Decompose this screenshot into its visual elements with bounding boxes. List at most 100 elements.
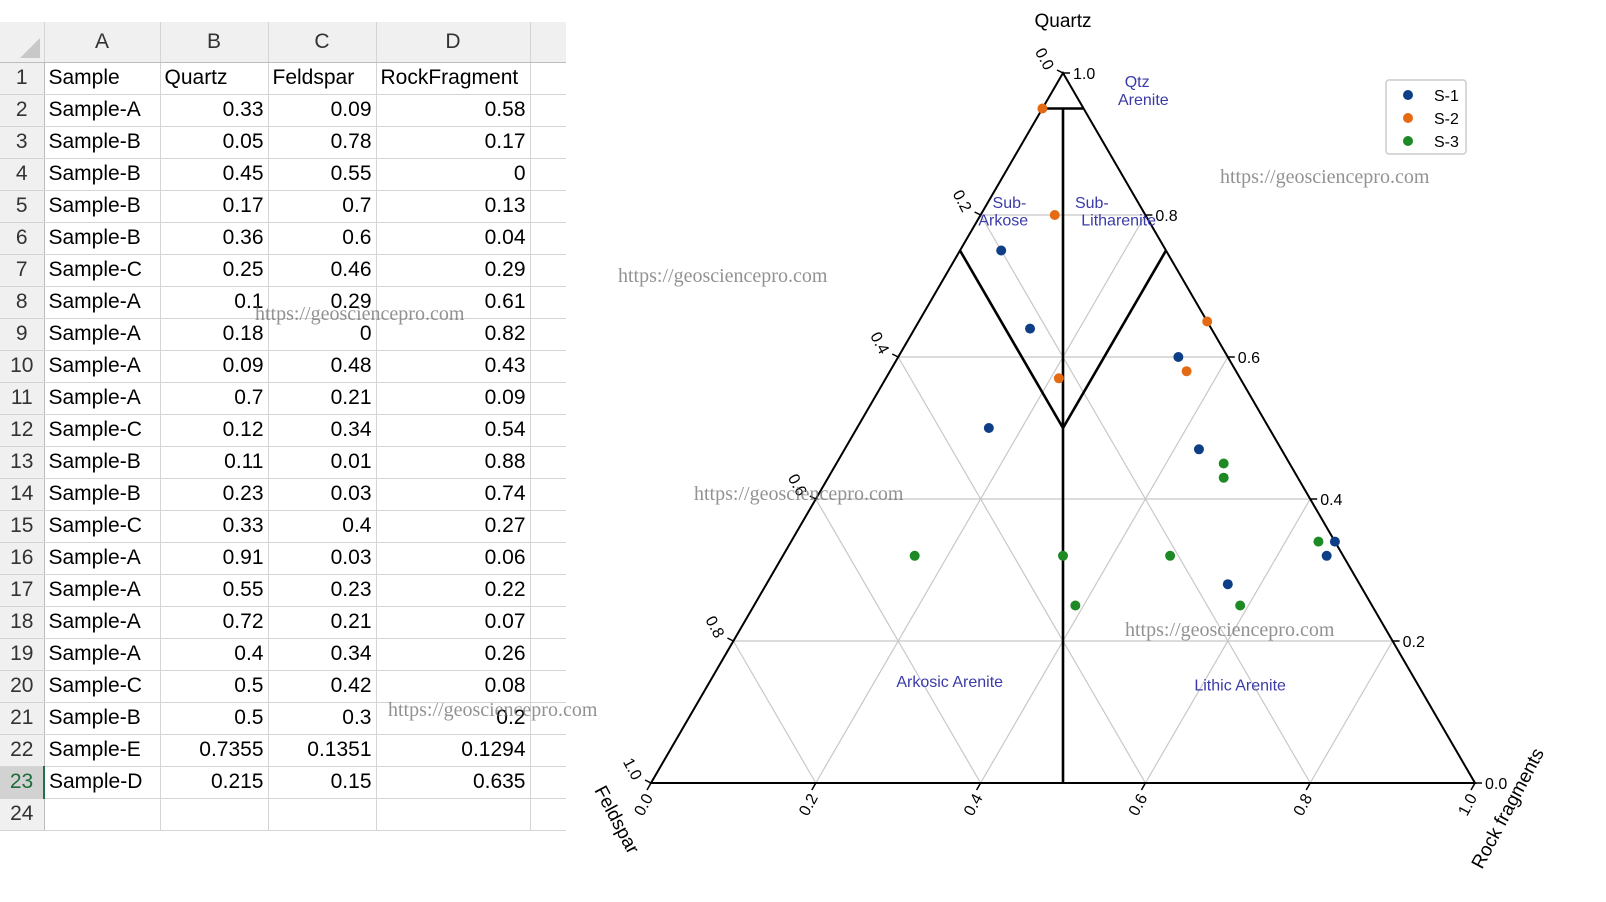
row-header[interactable]: 1 <box>0 62 45 95</box>
column-header-a[interactable]: A <box>44 22 161 63</box>
cell[interactable]: 0.11 <box>160 446 269 479</box>
row-header[interactable]: 12 <box>0 414 45 447</box>
cell[interactable]: 0.25 <box>160 254 269 287</box>
cell[interactable]: 0.01 <box>268 446 377 479</box>
cell[interactable]: 0.15 <box>268 766 377 799</box>
cell[interactable]: 0.07 <box>376 606 531 639</box>
row-header[interactable]: 9 <box>0 318 45 351</box>
cell[interactable]: 0.82 <box>376 318 531 351</box>
cell[interactable]: Sample-A <box>44 286 161 319</box>
cell[interactable]: Sample-B <box>44 190 161 223</box>
cell[interactable]: 0.06 <box>376 542 531 575</box>
cell[interactable]: 0.1294 <box>376 734 531 767</box>
row-header[interactable]: 21 <box>0 702 45 735</box>
cell[interactable]: Sample-C <box>44 254 161 287</box>
row-header[interactable]: 22 <box>0 734 45 767</box>
cell[interactable]: 0.54 <box>376 414 531 447</box>
cell[interactable]: 0.74 <box>376 478 531 511</box>
cell[interactable]: 0.7355 <box>160 734 269 767</box>
cell[interactable]: Sample-A <box>44 574 161 607</box>
cell[interactable]: 0.03 <box>268 542 377 575</box>
cell[interactable]: 0.78 <box>268 126 377 159</box>
cell[interactable] <box>376 798 531 831</box>
column-header-c[interactable]: C <box>268 22 377 63</box>
cell[interactable]: 0.4 <box>268 510 377 543</box>
cell[interactable]: 0.36 <box>160 222 269 255</box>
cell[interactable]: 0.33 <box>160 510 269 543</box>
row-header[interactable]: 20 <box>0 670 45 703</box>
cell[interactable]: Sample-B <box>44 158 161 191</box>
row-header[interactable]: 11 <box>0 382 45 415</box>
cell[interactable]: 0.7 <box>160 382 269 415</box>
cell[interactable]: Sample-D <box>44 766 161 799</box>
cell[interactable]: 0.29 <box>268 286 377 319</box>
row-header[interactable]: 14 <box>0 478 45 511</box>
cell[interactable]: RockFragment <box>376 62 531 95</box>
cell[interactable]: 0.55 <box>268 158 377 191</box>
cell[interactable]: Sample-A <box>44 382 161 415</box>
column-header-d[interactable]: D <box>376 22 531 63</box>
cell[interactable]: 0.1351 <box>268 734 377 767</box>
cell[interactable]: 0.5 <box>160 702 269 735</box>
row-header[interactable]: 8 <box>0 286 45 319</box>
row-header[interactable]: 24 <box>0 798 45 831</box>
cell[interactable]: 0.46 <box>268 254 377 287</box>
cell[interactable]: 0.4 <box>160 638 269 671</box>
cell[interactable]: Sample-C <box>44 414 161 447</box>
row-header[interactable]: 10 <box>0 350 45 383</box>
cell[interactable]: 0.17 <box>160 190 269 223</box>
cell[interactable]: 0.23 <box>268 574 377 607</box>
cell[interactable]: 0.42 <box>268 670 377 703</box>
cell[interactable]: 0.48 <box>268 350 377 383</box>
cell[interactable]: Sample-C <box>44 670 161 703</box>
cell[interactable]: Quartz <box>160 62 269 95</box>
cell[interactable]: 0.21 <box>268 606 377 639</box>
cell[interactable]: 0.91 <box>160 542 269 575</box>
cell[interactable]: Sample-A <box>44 542 161 575</box>
row-header[interactable]: 15 <box>0 510 45 543</box>
row-header[interactable]: 18 <box>0 606 45 639</box>
cell[interactable]: 0.72 <box>160 606 269 639</box>
cell[interactable]: Sample-C <box>44 510 161 543</box>
cell[interactable]: 0.04 <box>376 222 531 255</box>
cell[interactable]: 0.3 <box>268 702 377 735</box>
row-header[interactable]: 17 <box>0 574 45 607</box>
cell[interactable]: Feldspar <box>268 62 377 95</box>
cell[interactable] <box>268 798 377 831</box>
cell[interactable]: 0.18 <box>160 318 269 351</box>
cell[interactable]: 0.45 <box>160 158 269 191</box>
row-header[interactable]: 13 <box>0 446 45 479</box>
cell[interactable]: 0.1 <box>160 286 269 319</box>
cell[interactable]: Sample-B <box>44 702 161 735</box>
cell[interactable]: 0.17 <box>376 126 531 159</box>
row-header[interactable]: 6 <box>0 222 45 255</box>
column-header-b[interactable]: B <box>160 22 269 63</box>
cell[interactable]: 0.58 <box>376 94 531 127</box>
row-header[interactable]: 2 <box>0 94 45 127</box>
cell[interactable]: 0.08 <box>376 670 531 703</box>
cell[interactable]: 0.23 <box>160 478 269 511</box>
cell[interactable]: Sample-B <box>44 446 161 479</box>
cell[interactable]: 0.29 <box>376 254 531 287</box>
cell[interactable]: Sample-B <box>44 478 161 511</box>
cell[interactable]: 0.26 <box>376 638 531 671</box>
cell[interactable]: 0.22 <box>376 574 531 607</box>
cell[interactable]: Sample-A <box>44 350 161 383</box>
cell[interactable]: Sample <box>44 62 161 95</box>
cell[interactable]: Sample-A <box>44 638 161 671</box>
cell[interactable] <box>160 798 269 831</box>
cell[interactable]: 0.12 <box>160 414 269 447</box>
cell[interactable]: 0.55 <box>160 574 269 607</box>
row-header[interactable]: 3 <box>0 126 45 159</box>
cell[interactable]: 0 <box>376 158 531 191</box>
cell[interactable]: 0.2 <box>376 702 531 735</box>
row-header[interactable]: 19 <box>0 638 45 671</box>
cell[interactable]: 0.635 <box>376 766 531 799</box>
row-header[interactable]: 7 <box>0 254 45 287</box>
cell[interactable]: Sample-A <box>44 606 161 639</box>
cell[interactable]: 0.7 <box>268 190 377 223</box>
row-header[interactable]: 5 <box>0 190 45 223</box>
cell[interactable]: 0.61 <box>376 286 531 319</box>
cell[interactable]: 0 <box>268 318 377 351</box>
cell[interactable]: 0.09 <box>376 382 531 415</box>
